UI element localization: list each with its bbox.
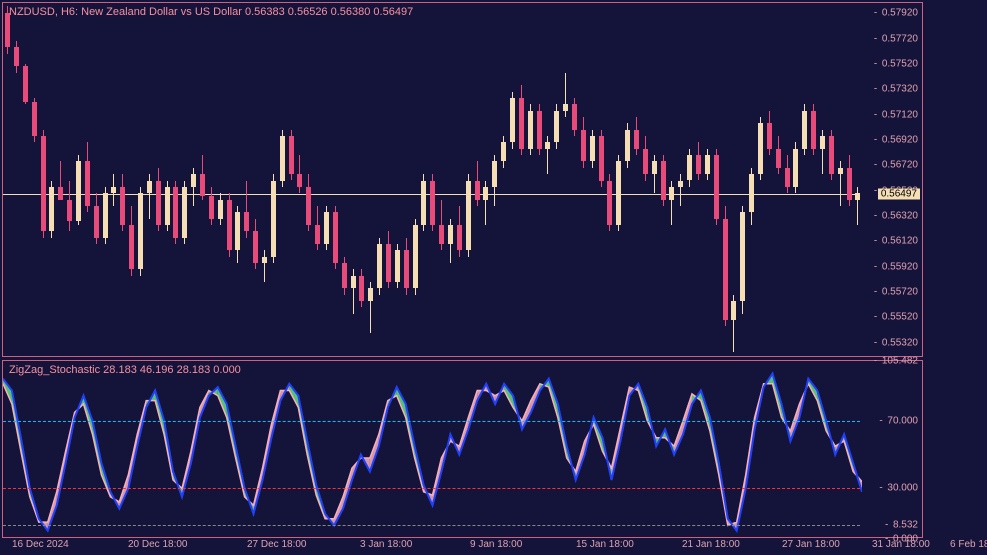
x-tick-label: 31 Jan 18:00	[872, 539, 930, 550]
price-chart-panel[interactable]: NZDUSD, H6: New Zealand Dollar vs US Dol…	[2, 2, 923, 357]
x-tick-label: 9 Jan 18:00	[470, 539, 522, 550]
price-y-tick: 0.56320	[882, 211, 918, 222]
current-price-label: 0.56497	[878, 188, 920, 199]
price-y-tick: 0.57520	[882, 58, 918, 69]
x-tick-label: 20 Dec 18:00	[128, 539, 188, 550]
price-y-tick: 0.55720	[882, 287, 918, 298]
indicator-name: ZigZag_Stochastic	[9, 364, 100, 376]
price-y-tick: 0.56720	[882, 160, 918, 171]
indicator-panel[interactable]: ZigZag_Stochastic 28.183 46.196 28.183 0…	[2, 360, 923, 538]
price-chart-title: NZDUSD, H6: New Zealand Dollar vs US Dol…	[9, 6, 413, 18]
price-y-tick: 0.55320	[882, 337, 918, 348]
x-tick-label: 27 Jan 18:00	[782, 539, 840, 550]
symbol-desc: New Zealand Dollar vs US Dollar	[81, 6, 242, 18]
symbol-label: NZDUSD, H6:	[9, 6, 78, 18]
price-y-tick: 0.57920	[882, 8, 918, 19]
x-tick-label: 21 Jan 18:00	[682, 539, 740, 550]
indicator-level-line	[3, 525, 860, 526]
price-y-tick: 0.57320	[882, 84, 918, 95]
indicator-y-tick: 105.482	[882, 356, 918, 367]
indicator-y-tick: 70.000	[887, 415, 918, 426]
ohlc-values: 0.56383 0.56526 0.56380 0.56497	[245, 6, 413, 18]
indicator-y-tick: 30.000	[887, 483, 918, 494]
x-tick-label: 3 Jan 18:00	[360, 539, 412, 550]
price-y-tick: 0.56120	[882, 236, 918, 247]
time-x-axis: 16 Dec 2024 20 Dec 18:00 27 Dec 18:00 3 Jan…	[2, 539, 923, 553]
indicator-level-line	[3, 421, 860, 422]
price-y-tick: 0.57720	[882, 33, 918, 44]
price-y-tick: 0.56920	[882, 134, 918, 145]
x-tick-label: 6 Feb 18:00	[950, 539, 987, 550]
x-tick-label: 15 Jan 18:00	[576, 539, 634, 550]
x-tick-label: 16 Dec 2024	[12, 539, 69, 550]
indicator-y-tick: 8.532	[893, 519, 918, 530]
stochastic-plot	[3, 361, 862, 539]
indicator-y-axis: 105.48270.00030.0008.5320.000	[860, 361, 922, 539]
x-tick-label: 27 Dec 18:00	[247, 539, 307, 550]
price-y-axis: 0.57920 0.57720 0.57520 0.57320 0.57120 0.569…	[860, 3, 922, 358]
indicator-title: ZigZag_Stochastic 28.183 46.196 28.183 0…	[9, 364, 241, 376]
price-y-tick: 0.57120	[882, 109, 918, 120]
indicator-level-line	[3, 488, 860, 489]
indicator-values: 28.183 46.196 28.183 0.000	[103, 364, 241, 376]
price-y-tick: 0.55920	[882, 261, 918, 272]
price-y-tick: 0.55520	[882, 312, 918, 323]
